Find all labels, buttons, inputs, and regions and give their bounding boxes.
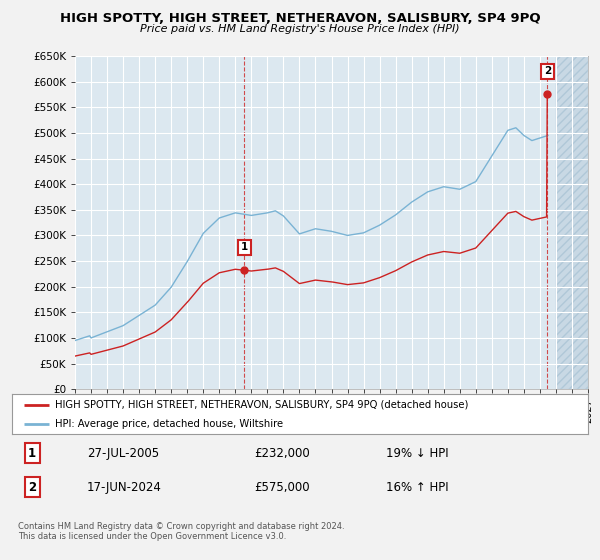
Text: 1: 1	[28, 446, 36, 460]
Text: HIGH SPOTTY, HIGH STREET, NETHERAVON, SALISBURY, SP4 9PQ: HIGH SPOTTY, HIGH STREET, NETHERAVON, SA…	[59, 12, 541, 25]
Text: £232,000: £232,000	[254, 446, 310, 460]
Bar	[556, 56, 588, 389]
Text: 1: 1	[241, 242, 248, 252]
Text: 19% ↓ HPI: 19% ↓ HPI	[386, 446, 449, 460]
Text: 2: 2	[544, 67, 551, 76]
Text: Price paid vs. HM Land Registry's House Price Index (HPI): Price paid vs. HM Land Registry's House …	[140, 24, 460, 34]
Text: HIGH SPOTTY, HIGH STREET, NETHERAVON, SALISBURY, SP4 9PQ (detached house): HIGH SPOTTY, HIGH STREET, NETHERAVON, SA…	[55, 400, 469, 410]
Text: £575,000: £575,000	[254, 480, 310, 494]
Text: 16% ↑ HPI: 16% ↑ HPI	[386, 480, 449, 494]
Text: 17-JUN-2024: 17-JUN-2024	[87, 480, 162, 494]
Text: Contains HM Land Registry data © Crown copyright and database right 2024.
This d: Contains HM Land Registry data © Crown c…	[18, 522, 344, 542]
Text: 2: 2	[28, 480, 36, 494]
Text: 27-JUL-2005: 27-JUL-2005	[87, 446, 159, 460]
Text: HPI: Average price, detached house, Wiltshire: HPI: Average price, detached house, Wilt…	[55, 419, 283, 429]
